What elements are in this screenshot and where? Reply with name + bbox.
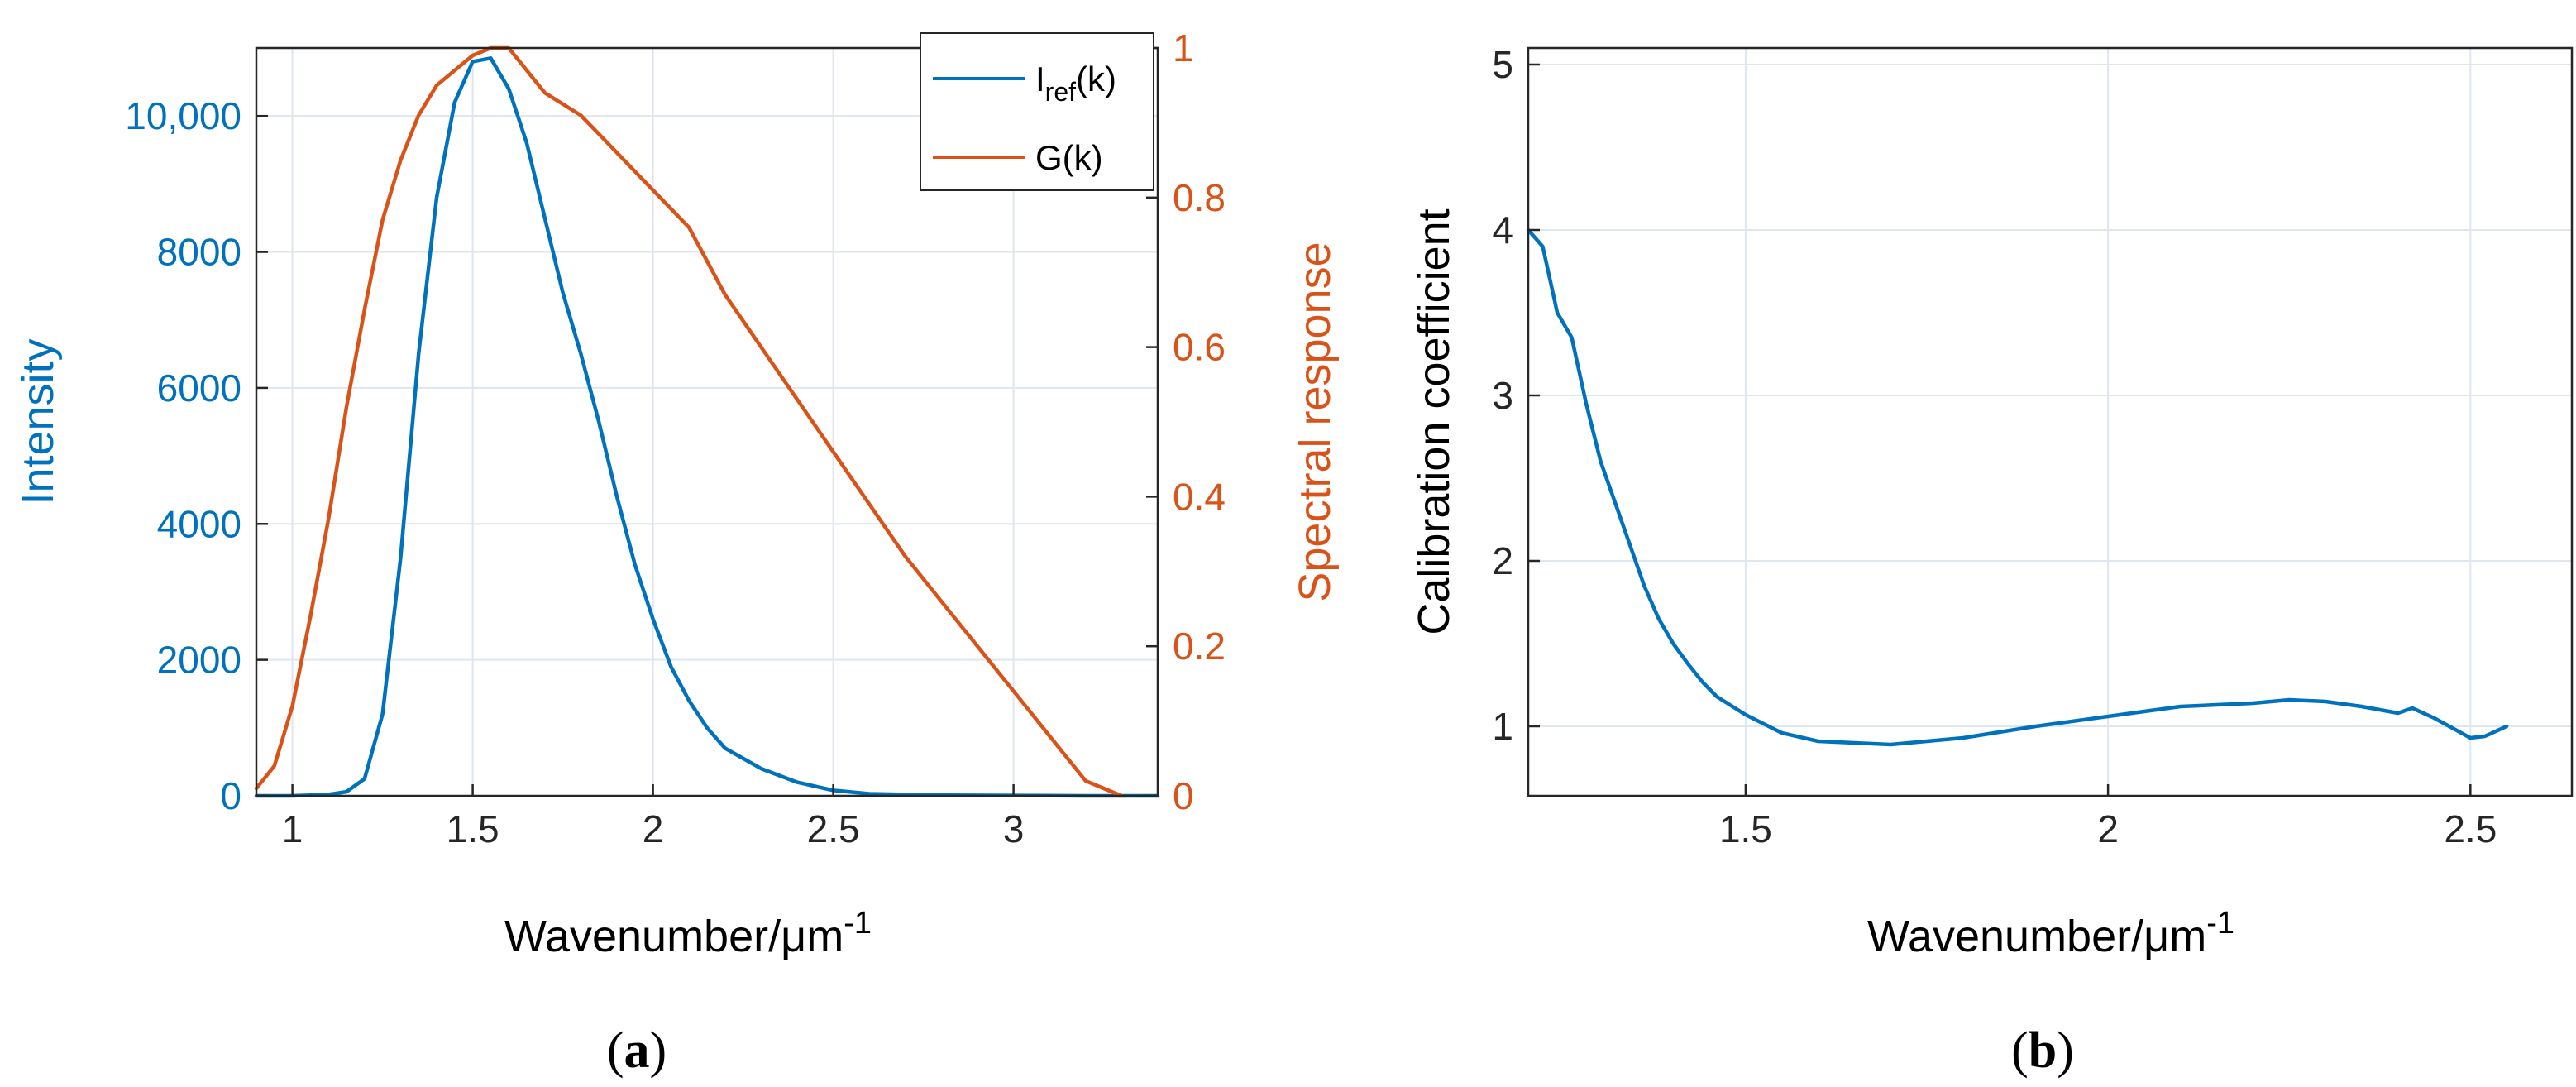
panel-a-ytick-label: 0 — [220, 774, 241, 817]
panel-a-ylabel-right: Spectral response — [1290, 242, 1340, 601]
panel-b-ylabel: Calibration coefficient — [1409, 208, 1459, 634]
panel-b-xlabel-main: Wavenumber/μm — [1867, 912, 2206, 961]
panel-b: 1.5 2 2.5 1 2 3 4 5 Calibration coefficient Wav… — [1409, 43, 2574, 1079]
panel-a-ytick-right-label: 0.6 — [1173, 326, 1226, 369]
legend-iref-tail: (k) — [1076, 60, 1116, 98]
legend-iref-sub: ref — [1045, 77, 1076, 107]
panel-b-axes-box — [1527, 46, 2574, 797]
panel-b-ticks: 1.5 2 2.5 1 2 3 4 5 — [1492, 43, 2497, 850]
panel-a-label: (a) — [607, 1022, 667, 1079]
panel-b-grid — [1528, 48, 2572, 796]
panel-b-xtick-label: 1.5 — [1719, 807, 1772, 850]
panel-a-axes-box — [255, 46, 1159, 797]
panel-a-series-g-k — [254, 45, 1124, 798]
panel-a-xtick-label: 2.5 — [807, 807, 860, 850]
panel-b-lines — [1526, 227, 2509, 747]
panel-a-xtick-label: 2 — [643, 807, 664, 850]
panel-b-series-calibration-coefficient — [1526, 227, 2509, 747]
panel-a-ytick-label: 10,000 — [125, 94, 241, 137]
panel-a: 1 1.5 2 2.5 3 0 2000 4000 6000 8000 10,000 0 0.2 0.4 0… — [13, 26, 1340, 1079]
panel-b-ytick-label: 1 — [1492, 705, 1513, 748]
panel-a-ytick-right-label: 0 — [1173, 774, 1194, 817]
panel-b-ytick-label: 4 — [1492, 208, 1513, 251]
panel-a-xtick-label: 1 — [282, 807, 303, 850]
panel-b-xlabel-sup: -1 — [2206, 906, 2234, 941]
panel-a-lines — [254, 45, 1160, 798]
panel-a-ytick-right-label: 1 — [1173, 26, 1194, 69]
panel-a-ytick-right-label: 0.8 — [1173, 176, 1226, 219]
panel-a-xlabel-main: Wavenumber/μm — [504, 912, 844, 961]
panel-b-ytick-label: 2 — [1492, 539, 1513, 582]
panel-a-xlabel: Wavenumber/μm-1 — [504, 906, 872, 961]
panel-b-xtick-label: 2 — [2097, 807, 2119, 850]
panel-b-xlabel: Wavenumber/μm-1 — [1867, 906, 2234, 961]
panel-a-legend: Iref(k) G(k) — [920, 32, 1154, 191]
panel-a-ytick-right-label: 0.2 — [1173, 625, 1226, 668]
legend-label-gk: G(k) — [1035, 138, 1103, 177]
panel-a-legend-box — [920, 32, 1154, 191]
panel-a-ytick-label: 4000 — [157, 502, 241, 545]
legend-label-iref: Iref(k) — [1035, 60, 1116, 107]
panel-a-ytick-label: 6000 — [157, 366, 241, 409]
panel-a-ytick-label: 2000 — [157, 639, 241, 682]
legend-iref-main: I — [1035, 60, 1045, 98]
panel-a-ticks: 1 1.5 2 2.5 3 0 2000 4000 6000 8000 10,000 0 0.2 0.4 0… — [125, 26, 1226, 850]
panel-b-ytick-label: 5 — [1492, 43, 1513, 86]
panel-b-xtick-label: 2.5 — [2444, 807, 2497, 850]
panel-a-xtick-label: 3 — [1003, 807, 1025, 850]
panel-a-xlabel-sup: -1 — [844, 906, 872, 941]
panel-b-ytick-label: 3 — [1492, 374, 1513, 417]
panel-a-ytick-label: 8000 — [157, 231, 241, 274]
panel-a-ytick-right-label: 0.4 — [1173, 475, 1226, 518]
panel-a-xtick-label: 1.5 — [447, 807, 499, 850]
panel-a-ylabel-left: Intensity — [13, 338, 63, 505]
panel-b-label: (b) — [2011, 1022, 2074, 1079]
panel-a-series-i-ref-k — [254, 56, 1160, 798]
